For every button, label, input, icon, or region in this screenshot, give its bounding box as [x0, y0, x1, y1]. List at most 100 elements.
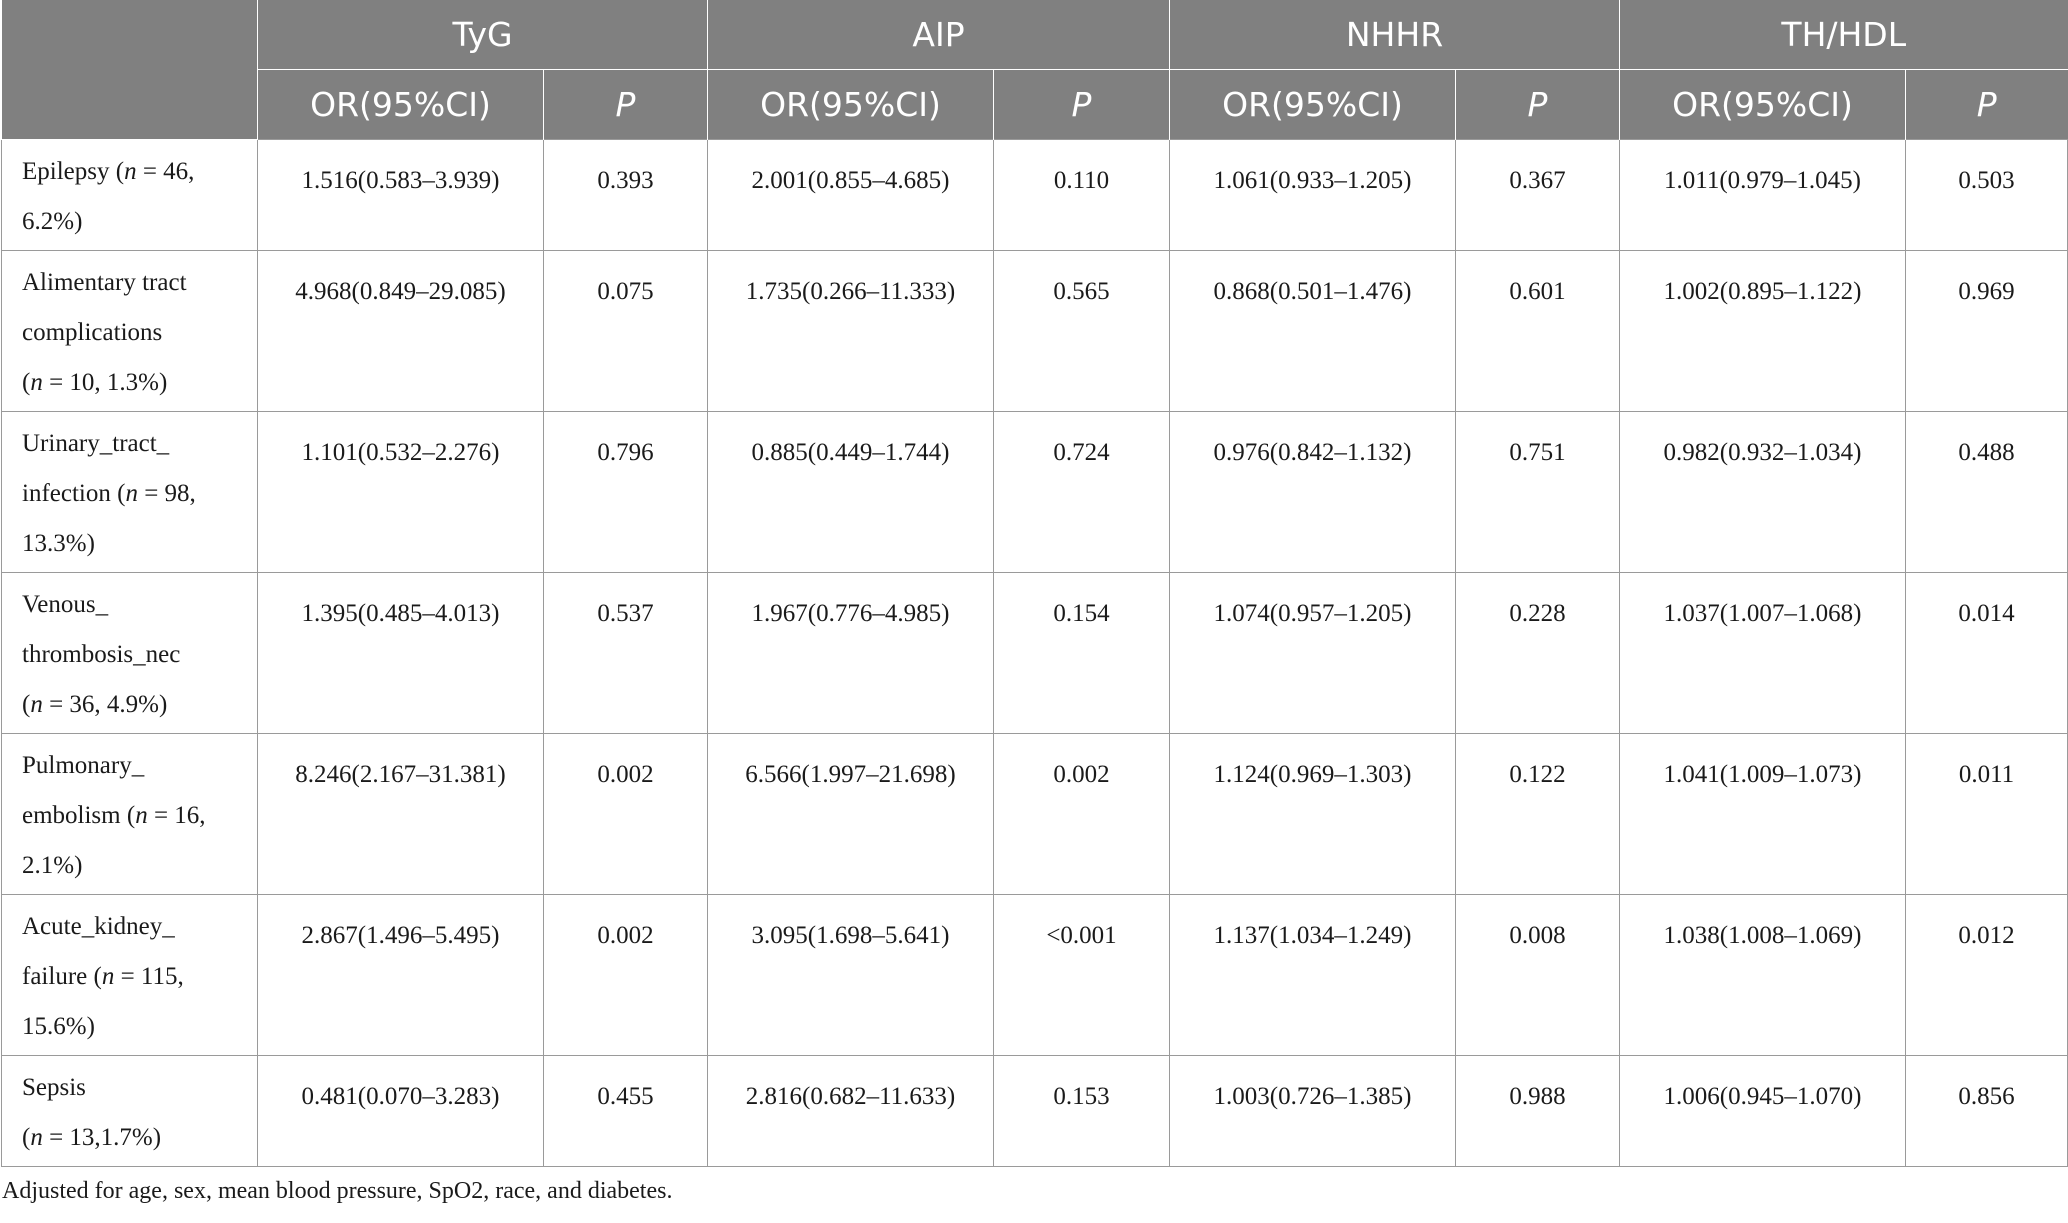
row-label-text: Venous_ [22, 590, 109, 618]
header-corner-cell [1, 0, 258, 140]
or-ci-cell: 1.967(0.776–4.985) [707, 571, 994, 734]
or-ci-cell: 1.037(1.007–1.068) [1619, 571, 1906, 734]
row-label-text: Acute_kidney_ [22, 912, 175, 940]
header-sub-row: OR(95%CI) P OR(95%CI) P OR(95%CI) P OR(9… [2, 69, 2068, 139]
row-label-line: complications [22, 308, 247, 358]
row-label-text: = 16, [147, 801, 206, 829]
row-label-line: thrombosis_nec [22, 630, 247, 680]
row-label-text: complications [22, 318, 163, 346]
table-row: Pulmonary_ embolism (n = 16, 2.1%) 8.246(2.… [1, 732, 2068, 895]
header-group-row: TyG AIP NHHR TH/HDL [1, 0, 2068, 140]
or-ci-cell: 0.885(0.449–1.744) [707, 410, 994, 573]
row-label-text: ( [22, 368, 31, 396]
or-ci-cell: 1.003(0.726–1.385) [1169, 1054, 1456, 1167]
header-or-ci: OR(95%CI) [1619, 69, 1906, 139]
row-label-italic-n: n [125, 479, 138, 507]
or-ci-cell: 1.516(0.583–3.939) [257, 138, 544, 251]
or-ci-cell: 1.041(1.009–1.073) [1619, 732, 1906, 895]
row-label-text: thrombosis_nec [22, 640, 181, 668]
header-p-value: P [1455, 69, 1620, 139]
p-value-cell: 0.008 [1455, 893, 1620, 1056]
or-ci-cell: 8.246(2.167–31.381) [257, 732, 544, 895]
or-ci-cell: 1.006(0.945–1.070) [1619, 1054, 1906, 1167]
row-label-text: = 46, [136, 157, 195, 185]
table-row: Sepsis (n = 13,1.7%) 0.481(0.070–3.283) 0.4… [1, 1054, 2068, 1167]
row-label-line: (n = 13,1.7%) [22, 1113, 247, 1163]
row-label-text: = 13,1.7%) [42, 1123, 162, 1151]
row-label-text: 15.6%) [22, 1012, 95, 1040]
row-label-line: Acute_kidney_ [22, 902, 247, 952]
row-label-line: Pulmonary_ [22, 741, 247, 791]
p-value-cell: 0.002 [543, 893, 708, 1056]
row-label: Venous_ thrombosis_nec (n = 36, 4.9%) [1, 571, 258, 734]
p-value-cell: 0.537 [543, 571, 708, 734]
or-ci-cell: 2.001(0.855–4.685) [707, 138, 994, 251]
row-label-text: Epilepsy ( [22, 157, 125, 185]
row-label-text: embolism ( [22, 801, 136, 829]
or-ci-cell: 1.002(0.895–1.122) [1619, 249, 1906, 412]
row-label-line: Alimentary tract [22, 258, 247, 308]
p-value-cell: 0.988 [1455, 1054, 1620, 1167]
p-value-cell: 0.565 [993, 249, 1170, 412]
row-label: Epilepsy (n = 46, 6.2%) [1, 138, 258, 251]
header-p-label: P [1527, 84, 1548, 124]
or-ci-cell: 6.566(1.997–21.698) [707, 732, 994, 895]
row-label-italic-n: n [30, 368, 43, 396]
header-or-ci: OR(95%CI) [1169, 69, 1456, 139]
p-value-cell: 0.856 [1904, 1054, 2068, 1167]
header-or-ci: OR(95%CI) [707, 69, 994, 139]
p-value-cell: 0.969 [1904, 249, 2068, 412]
row-label-line: (n = 36, 4.9%) [22, 680, 247, 730]
or-ci-cell: 1.038(1.008–1.069) [1619, 893, 1906, 1056]
or-ci-cell: 1.061(0.933–1.205) [1169, 138, 1456, 251]
p-value-cell: 0.110 [993, 138, 1170, 251]
row-label-line: 2.1%) [22, 841, 247, 891]
or-ci-cell: 3.095(1.698–5.641) [707, 893, 994, 1056]
p-value-cell: 0.075 [543, 249, 708, 412]
table-header: TyG AIP NHHR TH/HDL OR(95%CI) P OR(95%CI… [1, 0, 2068, 140]
row-label-text: Sepsis [22, 1073, 86, 1101]
p-value-cell: 0.122 [1455, 732, 1620, 895]
header-group-tyg: TyG [257, 0, 708, 70]
row-label-text: ( [22, 690, 31, 718]
header-group-nhhr: NHHR [1169, 0, 1620, 70]
header-p-value: P [993, 69, 1170, 139]
row-label: Alimentary tract complications (n = 10, 1.… [1, 249, 258, 412]
row-label-text: 6.2%) [22, 207, 83, 235]
header-group-aip: AIP [707, 0, 1170, 70]
p-value-cell: 0.751 [1455, 410, 1620, 573]
table-row: Alimentary tract complications (n = 10, 1.… [1, 249, 2068, 412]
p-value-cell: 0.796 [543, 410, 708, 573]
row-label-text: ( [22, 1123, 31, 1151]
row-label-italic-n: n [30, 690, 43, 718]
or-ci-cell: 0.868(0.501–1.476) [1169, 249, 1456, 412]
p-value-cell: 0.154 [993, 571, 1170, 734]
row-label-text: = 98, [137, 479, 196, 507]
p-value-cell: 0.228 [1455, 571, 1620, 734]
or-ci-cell: 0.481(0.070–3.283) [257, 1054, 544, 1167]
header-p-value: P [1904, 69, 2068, 139]
row-label-text: Alimentary tract [22, 268, 187, 296]
row-label-line: Urinary_tract_ [22, 419, 247, 469]
row-label: Acute_kidney_ failure (n = 115, 15.6%) [1, 893, 258, 1056]
p-value-cell: 0.601 [1455, 249, 1620, 412]
row-label-line: embolism (n = 16, [22, 791, 247, 841]
or-ci-cell: 1.011(0.979–1.045) [1619, 138, 1906, 251]
row-label: Urinary_tract_ infection (n = 98, 13.3%) [1, 410, 258, 573]
row-label-line: 13.3%) [22, 519, 247, 569]
or-ci-cell: 1.124(0.969–1.303) [1169, 732, 1456, 895]
row-label-line: (n = 10, 1.3%) [22, 358, 247, 408]
row-label-line: Venous_ [22, 580, 247, 630]
or-ci-cell: 4.968(0.849–29.085) [257, 249, 544, 412]
row-label-italic-n: n [124, 157, 137, 185]
p-value-cell: 0.012 [1904, 893, 2068, 1056]
or-ci-cell: 1.101(0.532–2.276) [257, 410, 544, 573]
p-value-cell: 0.367 [1455, 138, 1620, 251]
p-value-cell: <0.001 [993, 893, 1170, 1056]
or-ci-cell: 1.735(0.266–11.333) [707, 249, 994, 412]
or-ci-cell: 2.816(0.682–11.633) [707, 1054, 994, 1167]
results-table-container: TyG AIP NHHR TH/HDL OR(95%CI) P OR(95%CI… [1, 0, 2068, 1167]
p-value-cell: 0.455 [543, 1054, 708, 1167]
p-value-cell: 0.014 [1904, 571, 2068, 734]
header-p-label: P [615, 84, 636, 124]
